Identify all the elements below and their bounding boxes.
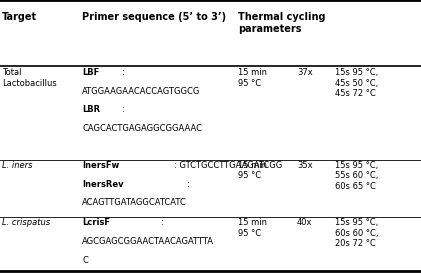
Text: C: C	[82, 256, 88, 265]
Text: LBF: LBF	[82, 68, 99, 77]
Text: 15s 95 °C,
60s 60 °C,
20s 72 °C: 15s 95 °C, 60s 60 °C, 20s 72 °C	[335, 218, 378, 248]
Text: :: :	[122, 105, 124, 114]
Text: 15s 95 °C,
45s 50 °C,
45s 72 °C: 15s 95 °C, 45s 50 °C, 45s 72 °C	[335, 68, 378, 98]
Text: LcrisF: LcrisF	[82, 218, 110, 227]
Text: 37x: 37x	[297, 68, 312, 77]
Text: 15 min
95 °C: 15 min 95 °C	[238, 161, 267, 180]
Text: CAGCACTGAGAGGCGGAAAC: CAGCACTGAGAGGCGGAAAC	[82, 124, 202, 133]
Text: AGCGAGCGGAACTAACAGATTTA: AGCGAGCGGAACTAACAGATTTA	[82, 237, 214, 246]
Text: Target: Target	[2, 12, 37, 22]
Text: :: :	[161, 218, 164, 227]
Text: 15 min
95 °C: 15 min 95 °C	[238, 218, 267, 238]
Text: InersFw: InersFw	[82, 161, 119, 170]
Text: Thermal cycling
parameters: Thermal cycling parameters	[238, 12, 325, 34]
Text: Total
Lactobacillus: Total Lactobacillus	[2, 68, 57, 88]
Text: L. iners: L. iners	[2, 161, 32, 170]
Text: Primer sequence (5’ to 3’): Primer sequence (5’ to 3’)	[82, 12, 226, 22]
Text: : GTCTGCCTTGAAGATCGG: : GTCTGCCTTGAAGATCGG	[174, 161, 282, 170]
Text: LBR: LBR	[82, 105, 100, 114]
Text: L. crispatus: L. crispatus	[2, 218, 50, 227]
Text: :: :	[187, 180, 190, 189]
Text: InersRev: InersRev	[82, 180, 124, 189]
Text: 40x: 40x	[297, 218, 312, 227]
Text: 15s 95 °C,
55s 60 °C,
60s 65 °C: 15s 95 °C, 55s 60 °C, 60s 65 °C	[335, 161, 378, 191]
Text: ATGGAAGAACACCAGTGGCG: ATGGAAGAACACCAGTGGCG	[82, 87, 200, 96]
Text: 35x: 35x	[297, 161, 312, 170]
Text: ACAGTTGATAGGCATCATC: ACAGTTGATAGGCATCATC	[82, 198, 187, 207]
Text: 15 min
95 °C: 15 min 95 °C	[238, 68, 267, 88]
Text: :: :	[122, 68, 124, 77]
